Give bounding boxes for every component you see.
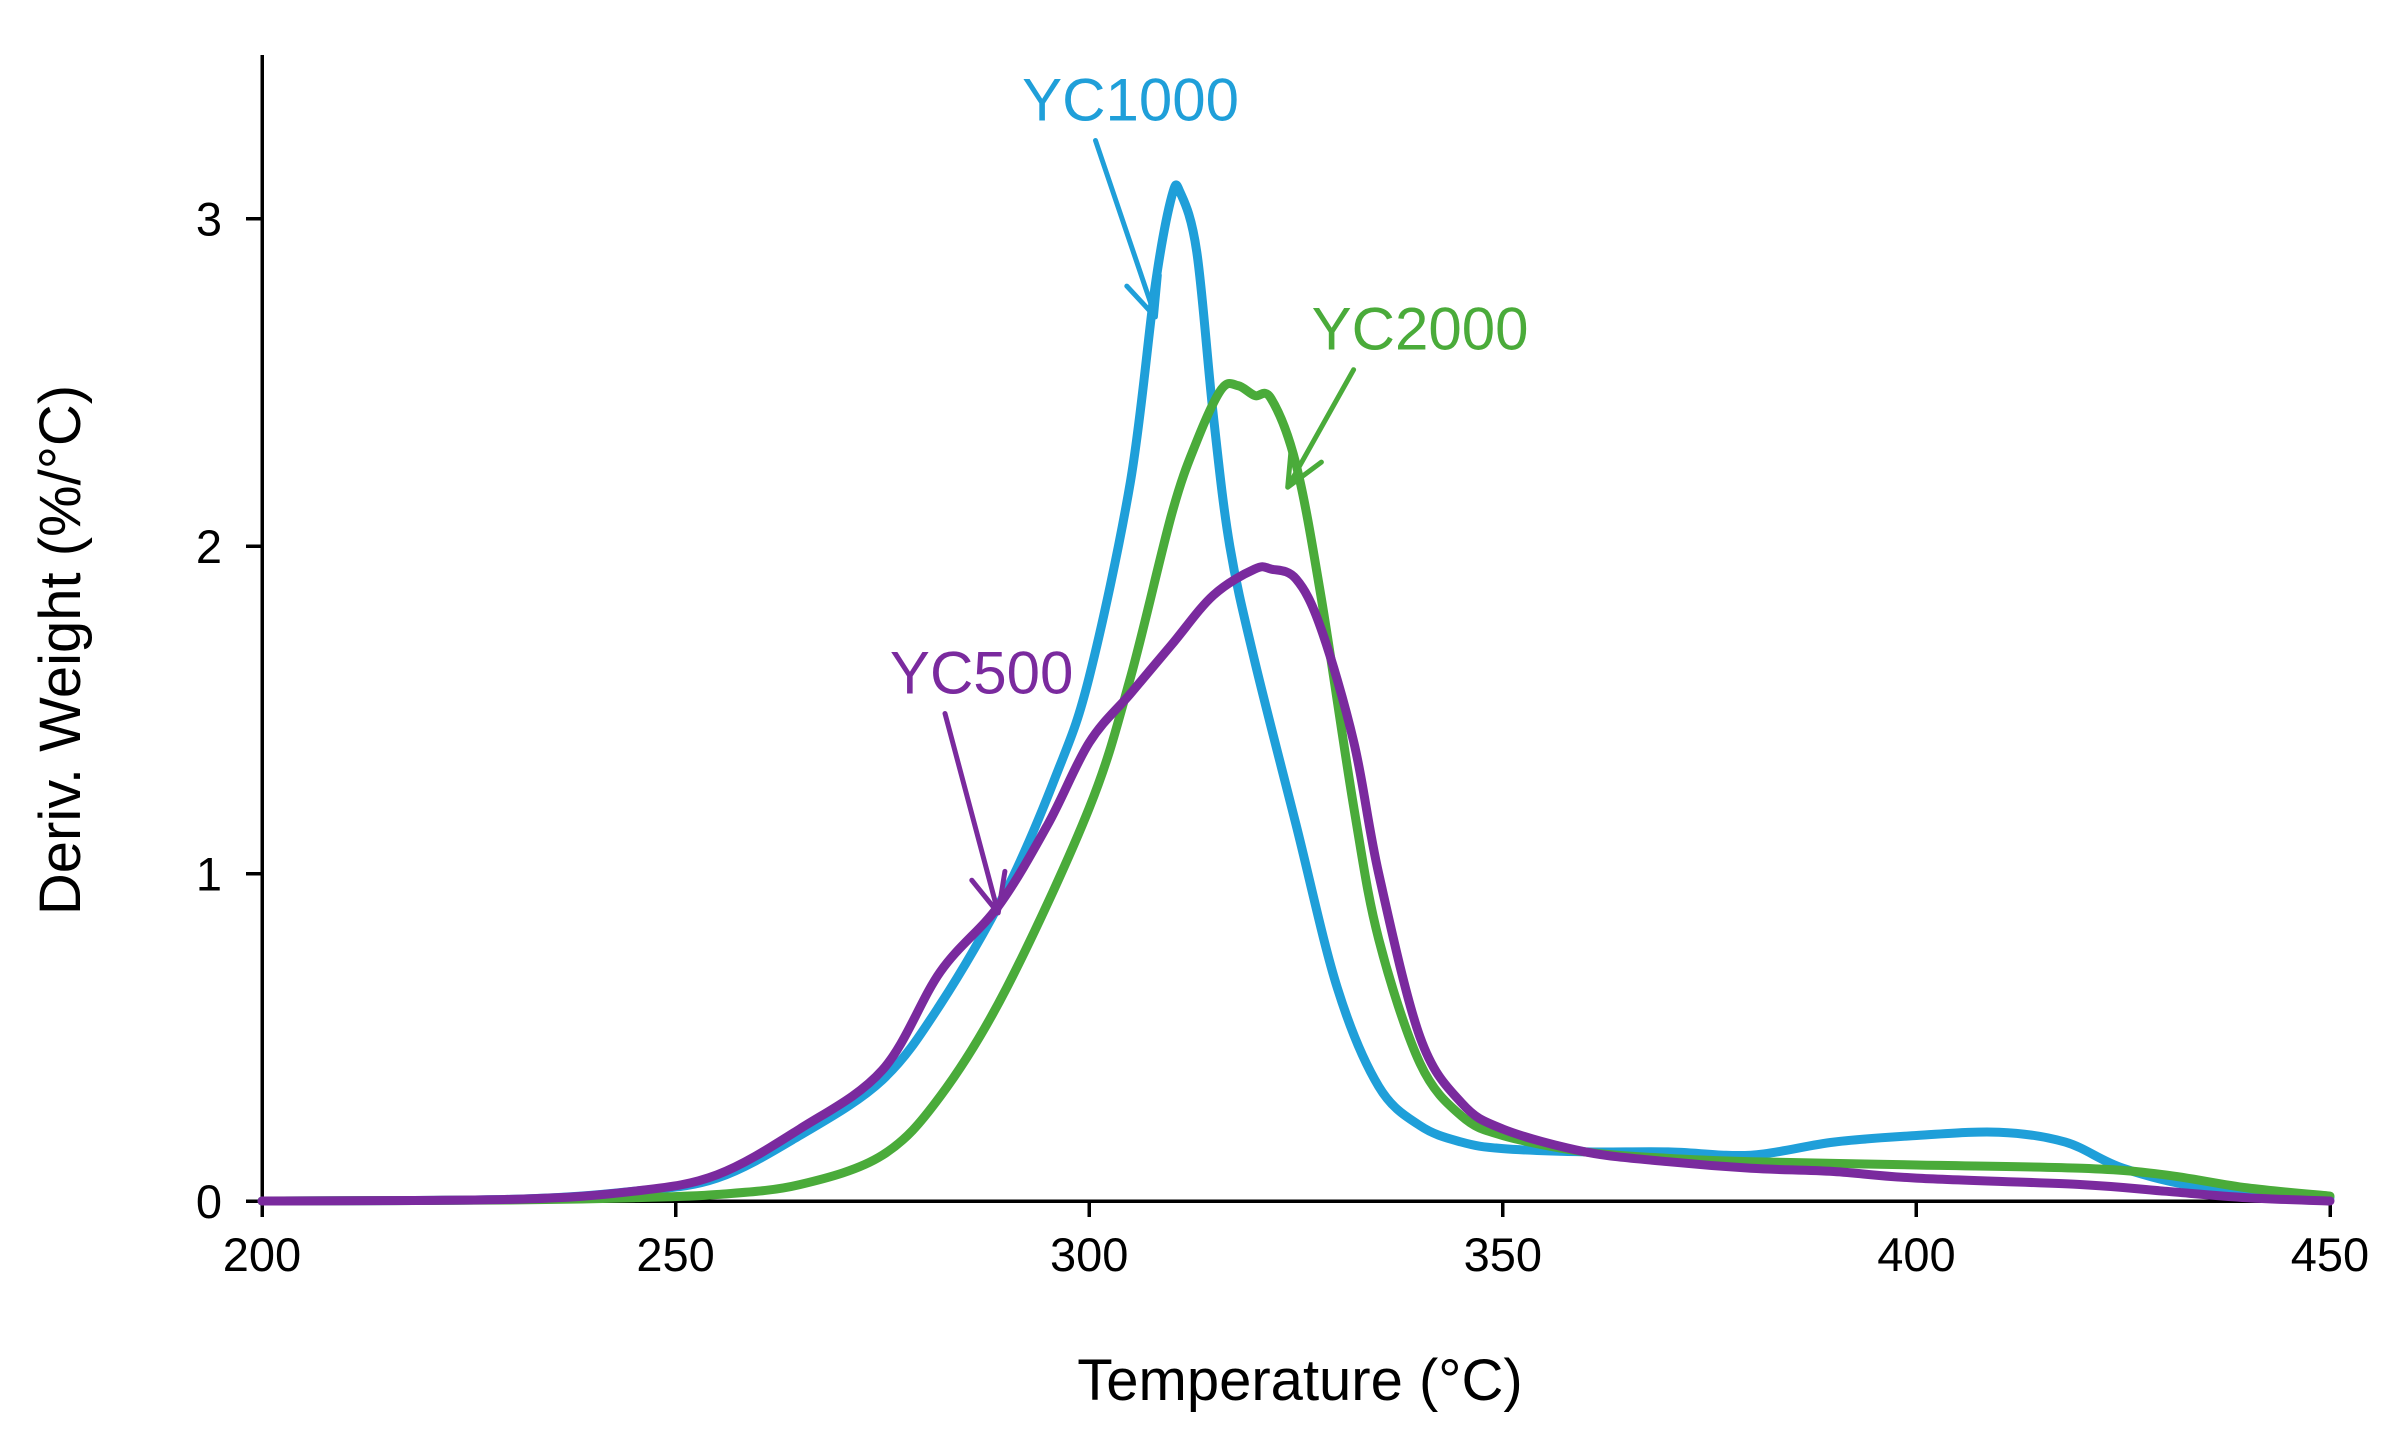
x-axis-title: Temperature (°C) xyxy=(1077,1348,1522,1413)
annotation-layer: YC1000 YC2000 YC500 xyxy=(890,66,1529,916)
x-tick-label: 300 xyxy=(1050,1228,1128,1281)
annotation-label-yc1000: YC1000 xyxy=(1022,66,1239,133)
y-tick-label: 2 xyxy=(196,520,222,573)
y-tick-label: 0 xyxy=(196,1175,222,1228)
x-tick-label: 400 xyxy=(1877,1228,1955,1281)
annotation-arrow-yc2000 xyxy=(1285,367,1357,490)
series-line-yc2000 xyxy=(257,378,2335,1206)
axes: 200 250 300 350 400 450 0 1 2 3 xyxy=(196,55,2369,1281)
series-line-yc1000 xyxy=(257,180,2335,1206)
y-axis-title: Deriv. Weight (%/°C) xyxy=(28,385,93,915)
annotation-label-yc500: YC500 xyxy=(890,639,1073,706)
x-tick-label: 250 xyxy=(636,1228,714,1281)
annotation-arrow-yc1000 xyxy=(1093,138,1162,320)
x-tick-label: 350 xyxy=(1464,1228,1542,1281)
y-tick-label: 3 xyxy=(196,193,222,246)
annotation-arrow-yc500 xyxy=(942,711,1008,916)
series-layer xyxy=(257,180,2335,1206)
x-tick-label: 450 xyxy=(2291,1228,2369,1281)
x-tick-label: 200 xyxy=(223,1228,301,1281)
y-tick-label: 1 xyxy=(196,848,222,901)
annotation-label-yc2000: YC2000 xyxy=(1312,296,1529,363)
series-line-yc500 xyxy=(257,562,2335,1206)
